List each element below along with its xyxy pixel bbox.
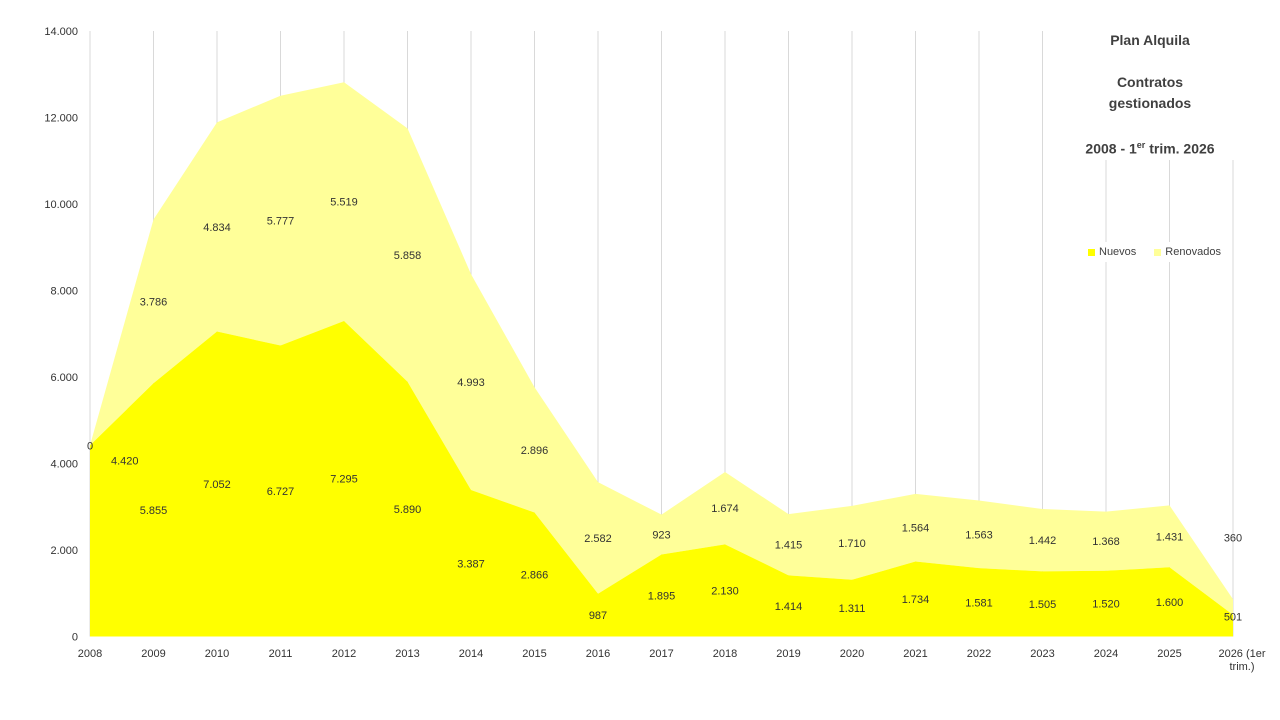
x-axis-labels: 2008 2009 2010 2011 2012 2013 2014 2015 2016 2017… xyxy=(78,648,1266,673)
x-tick-label: 2020 xyxy=(840,648,864,660)
data-label-renovados: 4.993 xyxy=(457,377,485,389)
x-tick-label: 2012 xyxy=(332,648,356,660)
y-axis-labels: 0 2.000 4.000 6.000 8.000 10.000 12.000 14.000 xyxy=(44,26,78,644)
data-label-nuevos: 4.420 xyxy=(111,455,139,467)
chart-legend: Nuevos Renovados xyxy=(1082,242,1227,262)
data-label-renovados: 1.564 xyxy=(902,523,930,535)
data-label-renovados: 1.368 xyxy=(1092,536,1120,548)
x-tick-label: 2010 xyxy=(205,648,229,660)
data-label-renovados: 4.834 xyxy=(203,222,231,234)
data-label-nuevos: 7.295 xyxy=(330,474,358,486)
x-tick-label: 2023 xyxy=(1030,648,1054,660)
data-label-nuevos: 1.520 xyxy=(1092,599,1120,611)
x-tick-label: 2013 xyxy=(395,648,419,660)
data-label-renovados: 2.582 xyxy=(584,533,612,545)
y-tick-label: 14.000 xyxy=(44,26,78,38)
data-label-nuevos: 1.581 xyxy=(965,597,993,609)
data-label-nuevos: 1.600 xyxy=(1156,597,1184,609)
data-label-renovados: 5.858 xyxy=(394,250,422,262)
data-label-renovados: 1.563 xyxy=(965,529,993,541)
data-label-nuevos: 7.052 xyxy=(203,479,231,491)
data-label-renovados: 2.896 xyxy=(521,445,549,457)
x-tick-label: 2018 xyxy=(713,648,737,660)
data-labels: 4.420 5.855 7.052 6.727 7.295 5.890 3.387 2.866… xyxy=(87,197,1242,624)
data-label-nuevos: 5.855 xyxy=(140,505,168,517)
x-tick-label: 2011 xyxy=(269,648,293,660)
area-nuevos xyxy=(90,320,1233,637)
data-label-nuevos: 1.414 xyxy=(775,601,803,613)
x-tick-label: 2014 xyxy=(459,648,483,660)
data-label-renovados: 5.519 xyxy=(330,197,358,209)
y-tick-label: 2.000 xyxy=(50,545,78,557)
data-label-renovados: 3.786 xyxy=(140,296,168,308)
x-tick-label: 2026 (1er trim.) xyxy=(1218,648,1265,673)
x-tick-label: 2022 xyxy=(967,648,991,660)
title-line-1: Plan Alquila xyxy=(1110,32,1190,48)
y-tick-label: 12.000 xyxy=(44,113,78,125)
data-label-renovados: 1.442 xyxy=(1029,535,1057,547)
data-label-renovados: 1.674 xyxy=(711,503,739,515)
x-tick-label: 2017 xyxy=(649,648,673,660)
data-label-nuevos: 1.734 xyxy=(902,594,930,606)
data-label-renovados: 923 xyxy=(652,530,670,542)
legend-label-nuevos: Nuevos xyxy=(1099,246,1137,258)
y-tick-label: 0 xyxy=(72,632,78,644)
data-label-renovados: 360 xyxy=(1224,532,1242,544)
legend-label-renovados: Renovados xyxy=(1165,246,1221,258)
x-tick-label: 2016 xyxy=(586,648,610,660)
data-label-renovados: 1.415 xyxy=(775,540,803,552)
data-label-nuevos: 987 xyxy=(589,610,607,622)
data-label-nuevos: 3.387 xyxy=(457,558,485,570)
area-renovados xyxy=(90,82,1233,615)
data-label-nuevos: 1.895 xyxy=(648,591,676,603)
chart-areas xyxy=(90,82,1233,637)
data-label-nuevos: 2.130 xyxy=(711,585,739,597)
data-label-nuevos: 2.866 xyxy=(521,570,549,582)
data-label-nuevos: 1.311 xyxy=(839,603,866,615)
x-tick-label: 2008 xyxy=(78,648,102,660)
x-tick-label: 2009 xyxy=(141,648,165,660)
legend-item-nuevos: Nuevos xyxy=(1088,246,1136,258)
legend-swatch-renovados xyxy=(1154,248,1162,256)
title-line-3: gestionados xyxy=(1108,95,1192,111)
y-tick-label: 10.000 xyxy=(44,199,78,211)
x-tick-label: 2015 xyxy=(522,648,546,660)
data-label-nuevos: 1.505 xyxy=(1029,599,1057,611)
legend-swatch-nuevos xyxy=(1088,248,1095,256)
x-tick-label: 2021 xyxy=(903,648,927,660)
data-label-renovados: 0 xyxy=(87,440,93,452)
y-tick-label: 4.000 xyxy=(50,459,78,471)
title-line-4: 2008 - 1er trim. 2026 xyxy=(1085,140,1215,157)
x-tick-label: 2025 xyxy=(1157,648,1181,660)
data-label-nuevos: 5.890 xyxy=(394,504,422,516)
title-line-2: Contratos xyxy=(1116,74,1184,90)
data-label-renovados: 5.777 xyxy=(267,216,295,228)
data-label-renovados: 1.431 xyxy=(1156,531,1184,543)
y-tick-label: 6.000 xyxy=(50,372,78,384)
x-tick-label: 2024 xyxy=(1094,648,1118,660)
y-tick-label: 8.000 xyxy=(50,286,78,298)
data-label-renovados: 1.710 xyxy=(838,538,866,550)
data-label-nuevos: 6.727 xyxy=(267,486,295,498)
legend-item-renovados: Renovados xyxy=(1154,246,1221,258)
data-label-nuevos: 501 xyxy=(1224,612,1242,624)
x-tick-label: 2019 xyxy=(776,648,800,660)
chart-title: Plan Alquila Contratos gestionados 2008 … xyxy=(1060,30,1240,160)
